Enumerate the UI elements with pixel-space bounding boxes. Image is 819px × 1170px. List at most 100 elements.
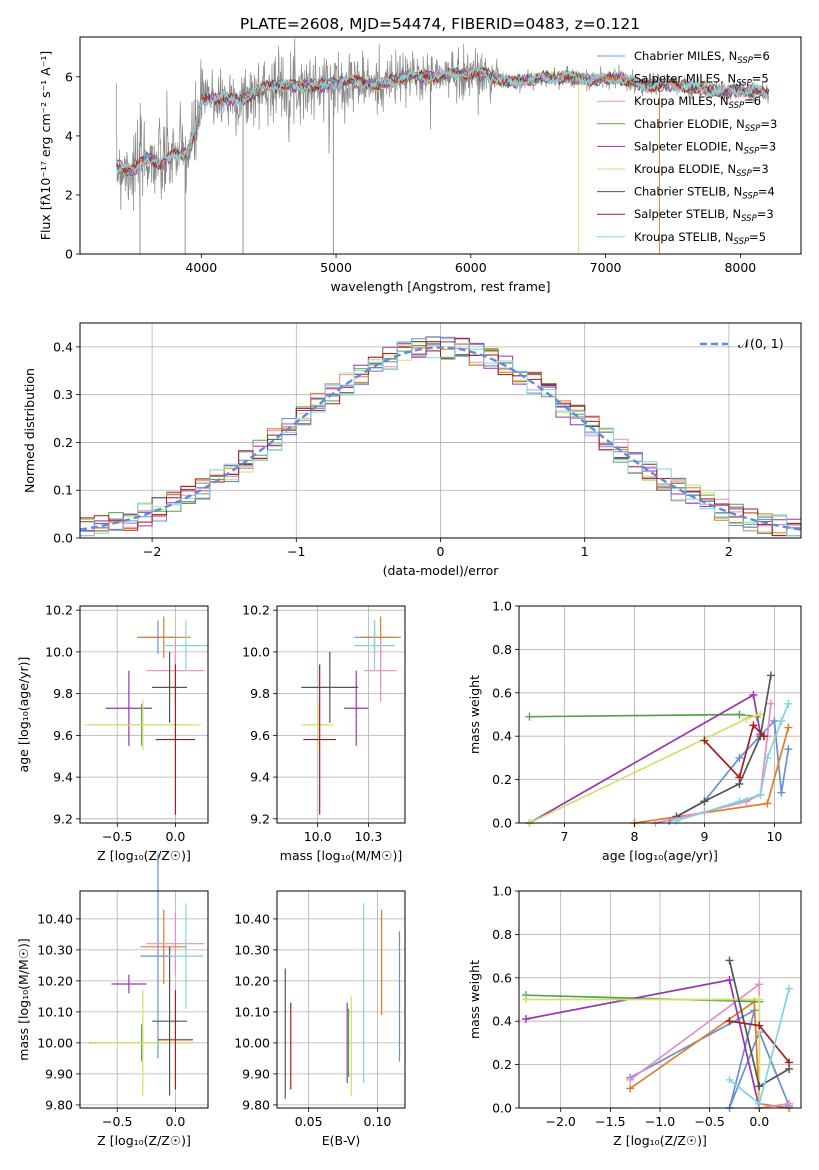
x-axis-label: E(B-V)	[322, 1133, 361, 1148]
x-tick-label: 0.05	[295, 1114, 323, 1129]
y-tick-label: 0.8	[492, 927, 512, 942]
x-tick-label: 0.0	[165, 829, 185, 844]
y-axis-label: Normed distribution	[22, 368, 37, 493]
weight-marker	[763, 753, 772, 762]
y-tick-label: 10.20	[234, 973, 270, 988]
data-point	[303, 664, 336, 815]
x-tick-label: −0.5	[694, 1114, 724, 1129]
y-tick-label: 0.2	[53, 435, 73, 450]
y-tick-label: 0.8	[492, 642, 512, 657]
weight-marker	[777, 788, 786, 797]
weight-marker	[756, 710, 765, 719]
x-tick-label: 10.3	[355, 829, 383, 844]
y-tick-label: 0.4	[492, 1014, 512, 1029]
data-point	[140, 909, 188, 984]
y-tick-label: 9.4	[53, 770, 73, 785]
x-tick-label: 0.0	[165, 1114, 185, 1129]
y-tick-label: 9.2	[250, 811, 270, 826]
weight-marker	[755, 1021, 764, 1030]
y-tick-label: 0	[65, 247, 73, 262]
y-tick-label: 1.0	[492, 884, 512, 899]
y-tick-label: 10.20	[37, 973, 73, 988]
weight-marker	[735, 773, 744, 782]
x-tick-label: −1.5	[595, 1114, 625, 1129]
weight-marker	[785, 1058, 794, 1067]
y-tick-label: 9.90	[242, 1066, 270, 1081]
z-mass-axes: −0.5 0.0 9.80 9.90 10.00 10.10 10.20 10.30 10.40…	[16, 890, 209, 1148]
weight-marker	[735, 753, 744, 762]
z-age-plot-area	[84, 616, 210, 815]
weight-marker	[525, 712, 534, 721]
age-weight-panel: 7 8 9 10 0.0 0.2 0.4 0.6 0.8 1.0 age [log₁₀(age/yr…	[467, 599, 802, 863]
x-tick-label: 8	[630, 829, 638, 844]
weight-marker	[756, 790, 765, 799]
weight-marker	[755, 1082, 764, 1091]
legend-entry: Kroupa STELIB, NSSP=5	[634, 230, 766, 247]
y-tick-label: 0.0	[53, 531, 73, 546]
y-tick-label: 10.00	[234, 1035, 270, 1050]
x-tick-label: 2	[725, 544, 733, 559]
ebv-mass-axes: 0.05 0.10 9.80 9.90 10.00 10.10 10.20 10.30 10.4…	[234, 890, 406, 1148]
legend-entry: Chabrier STELIB, NSSP=4	[634, 185, 775, 202]
x-axis-label: (data-model)/error	[383, 563, 500, 578]
y-tick-label: 9.8	[53, 686, 73, 701]
y-tick-label: 10.2	[45, 603, 73, 618]
weight-marker	[755, 995, 764, 1004]
data-point	[84, 699, 202, 750]
weight-marker	[749, 721, 758, 730]
data-point	[155, 664, 196, 815]
y-tick-label: 0.1	[53, 483, 73, 498]
axes-frame	[79, 890, 209, 1109]
weight-series-line	[703, 723, 765, 780]
y-tick-label: 9.6	[250, 728, 270, 743]
z-age-panel: −0.5 0.0 9.2 9.4 9.6 9.8 10.0 10.2 Z [log₁₀(Z/Z☉…	[16, 603, 210, 863]
x-tick-label: −0.5	[102, 1114, 132, 1129]
y-tick-label: 10.0	[45, 644, 73, 659]
age-weight-plot-area	[525, 671, 793, 827]
y-tick-label: 0.6	[492, 685, 512, 700]
weight-marker	[725, 1075, 734, 1084]
y-axis-label: Flux [fλ10⁻¹⁷ erg cm⁻² s⁻¹ A⁻¹]	[38, 51, 53, 240]
weight-marker	[759, 732, 768, 741]
weight-marker	[784, 745, 793, 754]
y-tick-label: 10.10	[37, 1004, 73, 1019]
y-tick-label: 0.2	[492, 1057, 512, 1072]
residual-histogram	[80, 337, 801, 536]
data-point	[157, 990, 193, 1090]
x-tick-label: −2.0	[546, 1114, 576, 1129]
axes-frame	[276, 605, 406, 824]
y-tick-label: 10.30	[234, 942, 270, 957]
y-tick-label: 9.90	[45, 1066, 73, 1081]
weight-marker	[725, 956, 734, 965]
data-point	[146, 912, 205, 975]
x-tick-label: 10.0	[304, 829, 332, 844]
weight-marker	[735, 710, 744, 719]
weight-marker	[785, 984, 794, 993]
age-weight-axes: 7 8 9 10 0.0 0.2 0.4 0.6 0.8 1.0 age [log₁₀(age/yr…	[467, 599, 802, 863]
x-tick-label: 4000	[185, 260, 217, 275]
weight-marker	[742, 714, 751, 723]
x-axis-label: Z [log₁₀(Z/Z☉)]	[613, 1133, 707, 1148]
weight-series-line	[676, 703, 790, 822]
mass-age-plot-area	[301, 616, 401, 815]
x-tick-label: 6000	[455, 260, 487, 275]
weight-marker	[770, 717, 779, 726]
y-tick-label: 9.2	[53, 811, 73, 826]
weight-marker	[700, 797, 709, 806]
y-axis-label: mass weight	[467, 675, 482, 754]
weight-marker	[700, 736, 709, 745]
spectrum-axes: 4000 5000 6000 7000 8000 0 2 4 6 wavelength [Angs…	[38, 36, 802, 294]
y-tick-label: 10.30	[37, 942, 73, 957]
x-axis-label: Z [log₁₀(Z/Z☉)]	[97, 848, 191, 863]
data-point	[111, 974, 147, 994]
data-point	[162, 620, 210, 671]
legend-entry: Chabrier MILES, NSSP=6	[634, 49, 770, 66]
legend-entry: Salpeter MILES, NSSP=5	[634, 72, 769, 89]
legend-entry: Kroupa MILES, NSSP=6	[634, 94, 761, 111]
y-tick-label: 10.40	[37, 911, 73, 926]
data-point	[152, 651, 188, 723]
weight-marker	[766, 699, 775, 708]
y-tick-label: 9.80	[242, 1097, 270, 1112]
weight-marker	[626, 1084, 635, 1093]
